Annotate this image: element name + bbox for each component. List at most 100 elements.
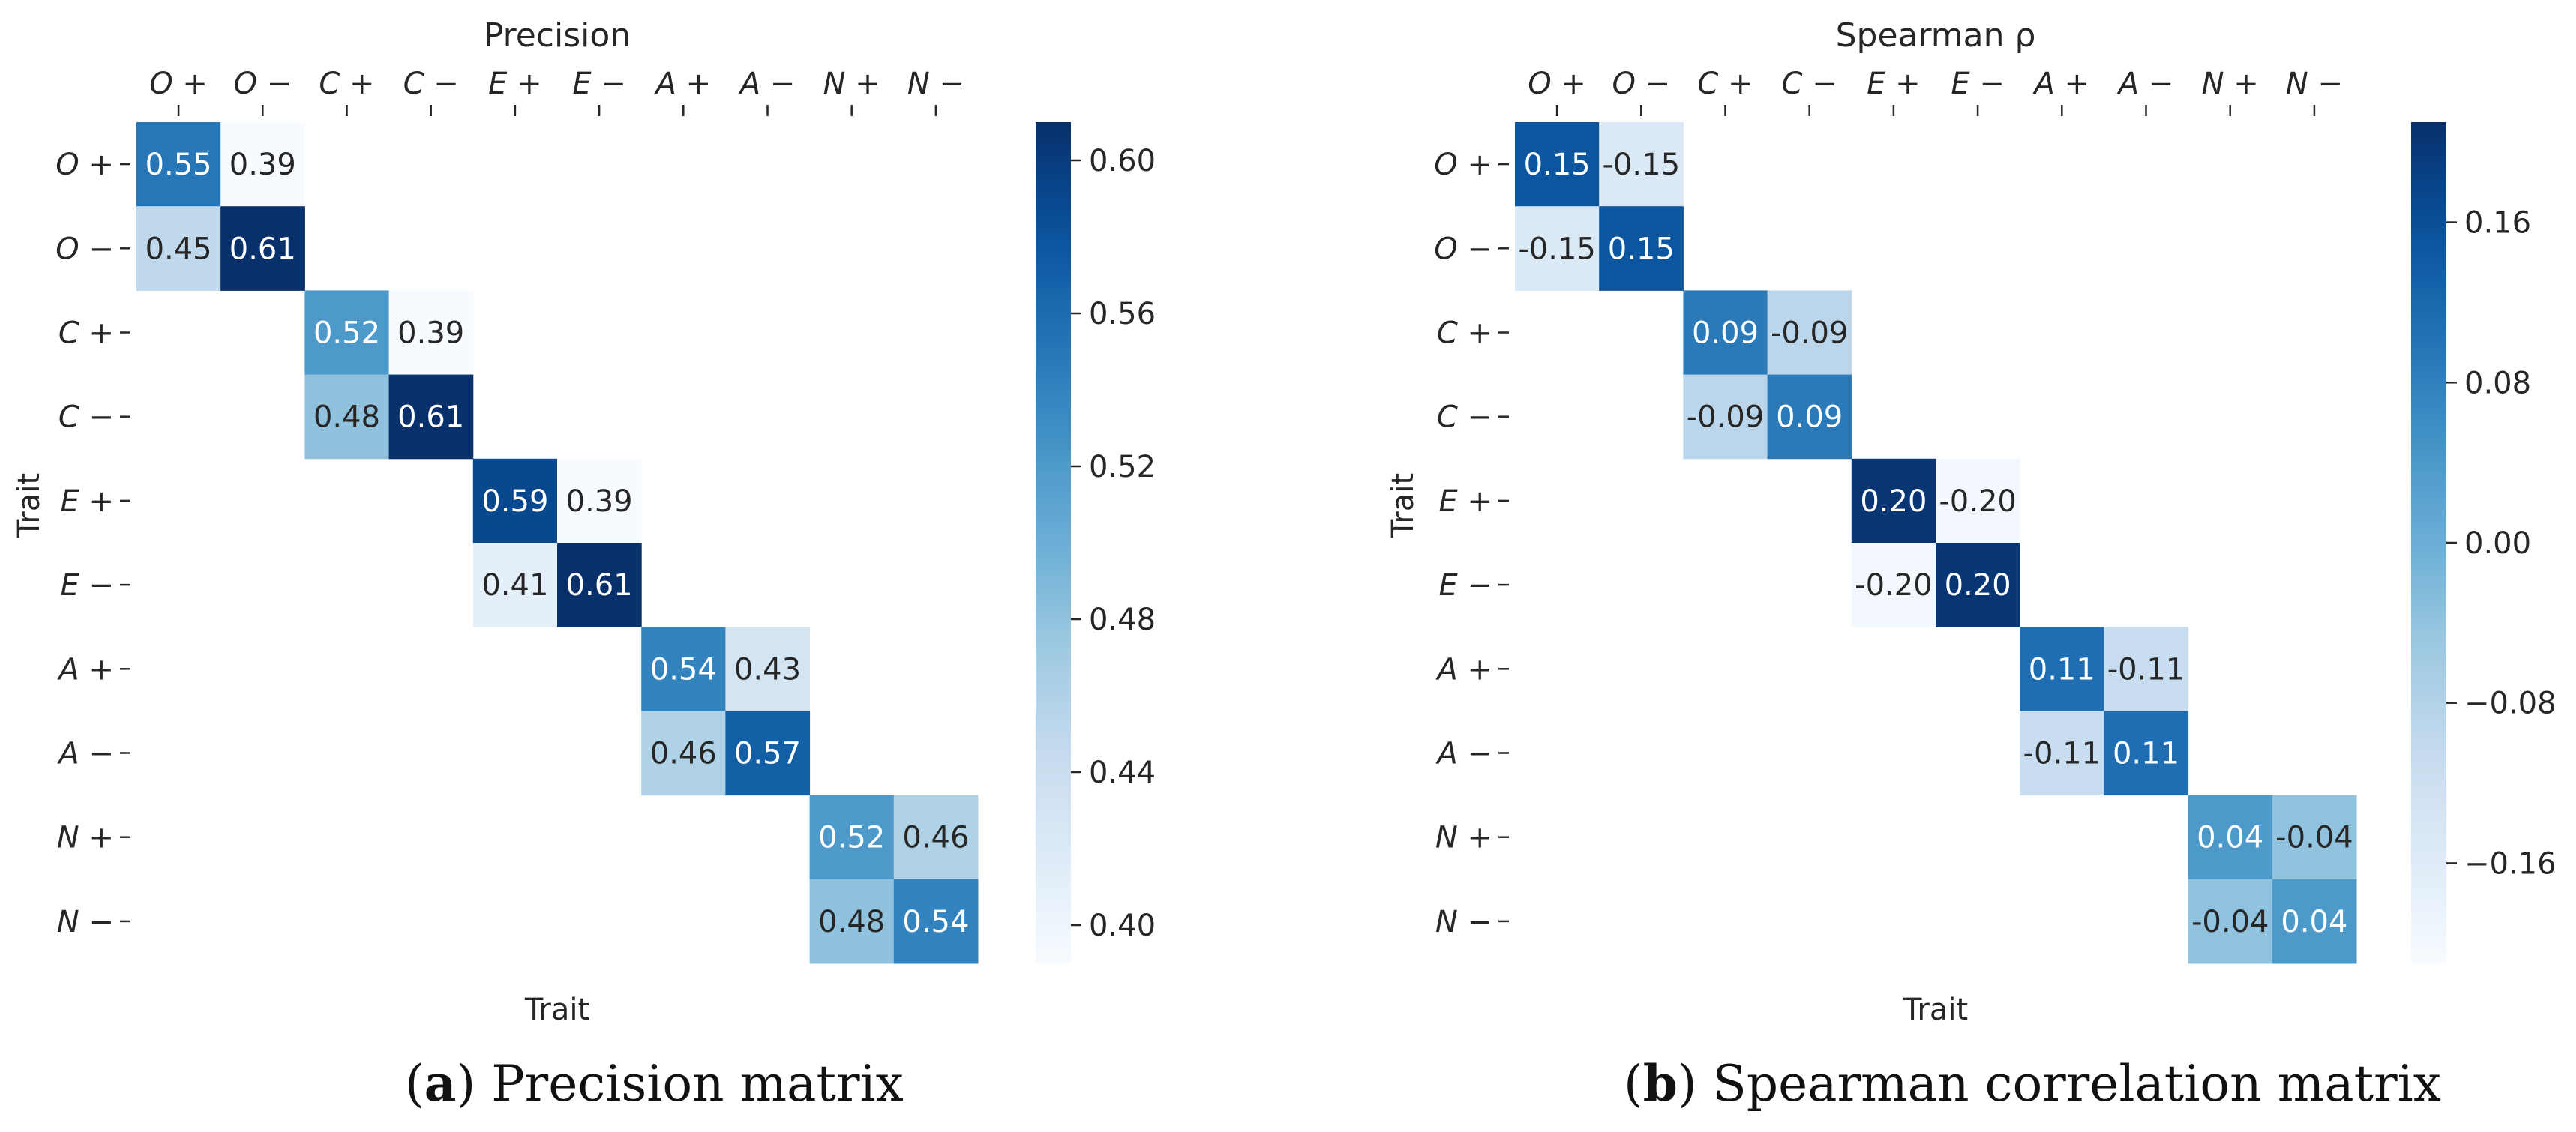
caption-b: (b) Spearman correlation matrix bbox=[1624, 1054, 2441, 1113]
precision-row-label: N + bbox=[57, 821, 114, 855]
spearman-cell bbox=[2188, 795, 2273, 880]
spearman-cell bbox=[1599, 122, 1684, 207]
precision-xlabel: Trait bbox=[524, 993, 589, 1027]
precision-col-label: C − bbox=[403, 67, 459, 101]
spearman-col-label: O + bbox=[1528, 67, 1586, 101]
spearman-cell-label: 0.11 bbox=[2029, 652, 2095, 687]
precision-row-label: E + bbox=[60, 484, 114, 519]
spearman-row-label: N − bbox=[1435, 905, 1492, 939]
precision-cell-label: 0.46 bbox=[650, 737, 717, 771]
caption-b-letter: b bbox=[1642, 1054, 1678, 1113]
spearman-cell-label: 0.11 bbox=[2113, 737, 2179, 771]
spearman-cell-label: -0.20 bbox=[1939, 484, 2017, 519]
spearman-row-label: E − bbox=[1438, 568, 1492, 603]
spearman-cell bbox=[1851, 543, 1936, 627]
spearman-row-label: O − bbox=[1434, 232, 1492, 266]
precision-row-label: A − bbox=[56, 737, 114, 771]
precision-cell-label: 0.57 bbox=[734, 737, 801, 771]
spearman-cell bbox=[2020, 711, 2104, 796]
precision-ylabel: Trait bbox=[12, 473, 46, 538]
caption-a: (a) Precision matrix bbox=[405, 1054, 904, 1113]
precision-cell bbox=[893, 879, 979, 964]
spearman-cell-label: 0.09 bbox=[1776, 400, 1843, 435]
spearman-cell-label: 0.04 bbox=[2281, 905, 2347, 939]
precision-cell bbox=[220, 122, 305, 207]
spearman-cell bbox=[2272, 879, 2357, 964]
spearman-cell-label: 0.04 bbox=[2197, 821, 2263, 855]
spearman-cell bbox=[1515, 122, 1600, 207]
precision-cell-label: 0.45 bbox=[145, 232, 212, 266]
precision-cell-label: 0.39 bbox=[397, 316, 464, 351]
spearman-cell-label: -0.20 bbox=[1855, 568, 1933, 603]
precision-cell-label: 0.43 bbox=[734, 652, 801, 687]
precision-row-label: C − bbox=[58, 400, 114, 435]
precision-row-label: E − bbox=[60, 568, 114, 603]
precision-col-label: O + bbox=[149, 67, 208, 101]
precision-cell-label: 0.54 bbox=[902, 905, 969, 939]
precision-cell bbox=[472, 458, 558, 544]
spearman-cell-label: -0.15 bbox=[1518, 232, 1596, 266]
spearman-col-label: O − bbox=[1612, 67, 1670, 101]
spearman-colorbar-tick-label: 0.08 bbox=[2464, 366, 2531, 400]
spearman-colorbar bbox=[2411, 122, 2446, 963]
precision-cell-label: 0.48 bbox=[313, 400, 380, 435]
precision-cell bbox=[809, 795, 895, 880]
precision-cell-label: 0.55 bbox=[145, 148, 212, 182]
precision-cell bbox=[220, 206, 305, 291]
spearman-col-label: N − bbox=[2286, 67, 2343, 101]
spearman-col-label: C + bbox=[1697, 67, 1753, 101]
spearman-cell-label: 0.15 bbox=[1524, 148, 1591, 182]
precision-cell-label: 0.39 bbox=[566, 484, 633, 519]
spearman-col-label: E − bbox=[1951, 67, 2005, 101]
precision-cell-label: 0.52 bbox=[818, 821, 885, 855]
precision-cell-label: 0.39 bbox=[229, 148, 296, 182]
precision-cell-label: 0.59 bbox=[481, 484, 548, 519]
spearman-col-label: C − bbox=[1782, 67, 1837, 101]
caption-b-text: Spearman correlation matrix bbox=[1712, 1055, 2441, 1113]
spearman-cell-label: 0.09 bbox=[1692, 316, 1759, 351]
spearman-col-label: E + bbox=[1867, 67, 1921, 101]
spearman-col-label: A − bbox=[2116, 67, 2174, 101]
precision-cell bbox=[472, 543, 558, 627]
spearman-cell bbox=[1936, 543, 2020, 627]
precision-cell bbox=[388, 290, 474, 376]
spearman-cell-label: -0.11 bbox=[2107, 652, 2185, 687]
precision-cell bbox=[557, 458, 642, 544]
precision-row-label: N − bbox=[57, 905, 114, 939]
spearman-heatmap: Spearman ρ O + O − C + C − E + E − A + A − N + N −… bbox=[1386, 16, 2557, 1027]
spearman-colorbar-tick-label: −0.16 bbox=[2464, 846, 2557, 881]
precision-col-label: E + bbox=[488, 67, 542, 101]
precision-cell-label: 0.61 bbox=[229, 232, 296, 266]
spearman-ylabel: Trait bbox=[1386, 473, 1420, 538]
precision-col-label: C + bbox=[319, 67, 374, 101]
precision-colorbar-tick-label: 0.56 bbox=[1089, 297, 1156, 331]
spearman-cell bbox=[1515, 206, 1600, 291]
precision-colorbar-tick-label: 0.40 bbox=[1089, 909, 1156, 943]
spearman-row-label: C − bbox=[1437, 400, 1492, 435]
precision-cell bbox=[304, 290, 390, 376]
precision-col-label: N − bbox=[907, 67, 964, 101]
precision-title: Precision bbox=[484, 16, 631, 55]
spearman-cell-label: 0.20 bbox=[1860, 484, 1927, 519]
precision-col-label: N + bbox=[823, 67, 880, 101]
spearman-cell bbox=[2104, 627, 2189, 711]
precision-cell bbox=[641, 627, 726, 711]
precision-cell-label: 0.52 bbox=[313, 316, 380, 351]
spearman-row-label: O + bbox=[1434, 148, 1492, 182]
spearman-cell bbox=[1599, 206, 1684, 291]
spearman-cell-label: 0.20 bbox=[1945, 568, 2011, 603]
precision-colorbar-tick-label: 0.48 bbox=[1089, 603, 1156, 637]
spearman-cell bbox=[1683, 374, 1768, 460]
precision-colorbar bbox=[1036, 122, 1071, 963]
spearman-cell bbox=[2188, 879, 2273, 964]
spearman-cell bbox=[2272, 795, 2357, 880]
spearman-row-label: A − bbox=[1435, 737, 1492, 771]
precision-row-label: O + bbox=[55, 148, 114, 182]
spearman-col-label: N + bbox=[2202, 67, 2259, 101]
precision-row-label: A + bbox=[56, 652, 114, 687]
spearman-cell-label: -0.11 bbox=[2023, 737, 2101, 771]
precision-cell-label: 0.46 bbox=[902, 821, 969, 855]
precision-col-label: A − bbox=[738, 67, 796, 101]
precision-colorbar-tick-label: 0.44 bbox=[1089, 756, 1156, 790]
